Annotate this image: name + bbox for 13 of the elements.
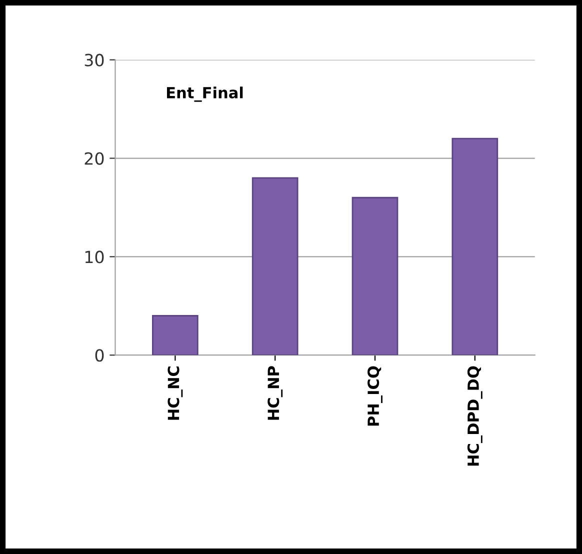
bar: [452, 138, 498, 356]
y-tick-label: 0: [95, 349, 104, 362]
text: Ent_Final: [166, 86, 243, 102]
bar: [252, 177, 298, 356]
y-tick-label: 20: [84, 152, 104, 165]
bar: [352, 196, 398, 356]
x-tick-label: HC_DPD_DQ: [467, 366, 482, 466]
y-tick-label: 30: [84, 54, 104, 66]
x-tick-label: PH_ICQ: [368, 366, 382, 426]
x-tick-label: HC_NP: [268, 366, 283, 420]
y-tick-label: 10: [85, 250, 104, 264]
bar: [152, 315, 198, 356]
x-tick-label: HC_NC: [168, 366, 183, 420]
